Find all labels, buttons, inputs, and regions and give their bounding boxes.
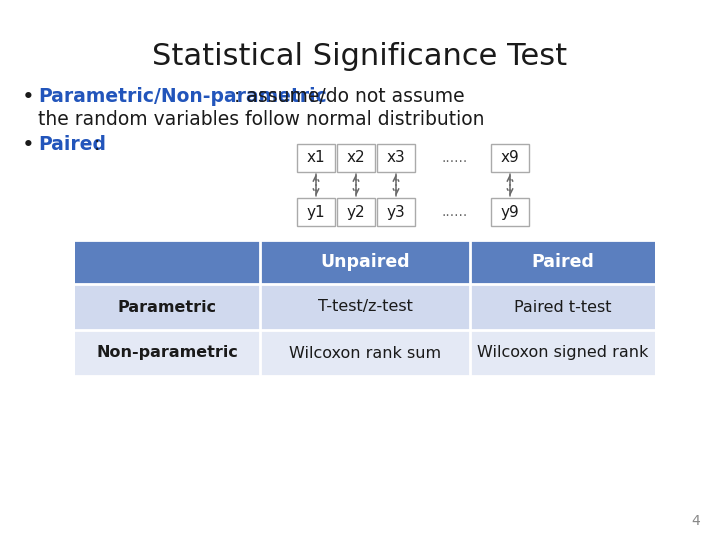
Text: y3: y3: [387, 205, 405, 219]
Text: Unpaired: Unpaired: [320, 253, 410, 271]
Text: T-test/z-test: T-test/z-test: [318, 300, 413, 314]
Bar: [75, 330, 260, 376]
Text: y9: y9: [500, 205, 519, 219]
Text: x3: x3: [387, 151, 405, 165]
Text: Parametric/Non-parametric: Parametric/Non-parametric: [38, 87, 327, 106]
Text: •: •: [22, 87, 35, 107]
Text: : assume/do not assume: : assume/do not assume: [234, 87, 464, 106]
Text: Paired t-test: Paired t-test: [514, 300, 611, 314]
Text: x9: x9: [500, 151, 519, 165]
Text: Wilcoxon rank sum: Wilcoxon rank sum: [289, 346, 441, 361]
Text: x2: x2: [347, 151, 365, 165]
Text: Paired: Paired: [531, 253, 594, 271]
Text: ......: ......: [442, 205, 468, 219]
Bar: [491, 198, 529, 226]
Bar: [260, 330, 470, 376]
Text: the random variables follow normal distribution: the random variables follow normal distr…: [38, 110, 485, 129]
Bar: [491, 144, 529, 172]
Bar: [470, 284, 655, 330]
Text: •: •: [22, 135, 35, 155]
Bar: [260, 284, 470, 330]
Text: Paired: Paired: [38, 135, 106, 154]
Text: Non-parametric: Non-parametric: [96, 346, 238, 361]
Text: y2: y2: [347, 205, 365, 219]
Bar: [377, 198, 415, 226]
Bar: [75, 240, 260, 284]
Text: :: :: [94, 135, 100, 154]
Bar: [297, 198, 335, 226]
Bar: [297, 144, 335, 172]
Text: Wilcoxon signed rank: Wilcoxon signed rank: [477, 346, 648, 361]
Bar: [260, 240, 470, 284]
Bar: [337, 144, 375, 172]
Bar: [377, 144, 415, 172]
Text: 4: 4: [691, 514, 700, 528]
Bar: [337, 198, 375, 226]
Text: ......: ......: [442, 151, 468, 165]
Bar: [75, 284, 260, 330]
Text: Parametric: Parametric: [118, 300, 217, 314]
Bar: [470, 330, 655, 376]
Text: Statistical Significance Test: Statistical Significance Test: [153, 42, 567, 71]
Text: y1: y1: [307, 205, 325, 219]
Text: x1: x1: [307, 151, 325, 165]
Bar: [470, 240, 655, 284]
